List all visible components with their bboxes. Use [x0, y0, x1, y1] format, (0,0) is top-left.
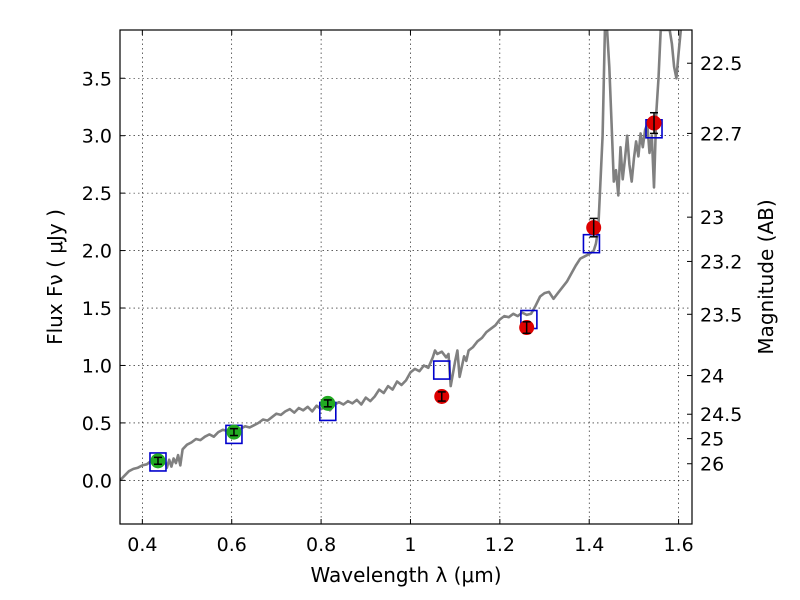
mag-tick-label: 26	[700, 454, 724, 476]
mag-tick-label: 22.7	[700, 123, 742, 145]
model-spectrum-line	[120, 30, 683, 482]
x-tick-label: 1.2	[485, 534, 515, 556]
x-tick-label: 1.4	[574, 534, 604, 556]
x-tick-label: 0.8	[306, 534, 336, 556]
y-tick-label: 2.5	[82, 183, 112, 205]
series-layer	[120, 30, 683, 482]
mag-tick-label: 22.5	[700, 53, 742, 75]
y-tick-label: 3.5	[82, 68, 112, 90]
y-tick-label: 3.0	[82, 126, 112, 148]
mag-tick-label: 23.2	[700, 251, 742, 273]
mag-tick-label: 25	[700, 429, 724, 451]
plot-area	[120, 30, 692, 524]
ticks: 0.4 0.6 0.8 1 1.2 1.4 1.6 0.0 0.5 1.0 1.5 2.0 2.5 3.0…	[82, 30, 742, 556]
y2-axis-title: Magnitude (AB)	[754, 199, 778, 354]
mag-tick-label: 23.5	[700, 304, 742, 326]
x-tick-label: 1	[404, 534, 416, 556]
x-tick-label: 0.4	[127, 534, 157, 556]
mag-tick-label: 24.5	[700, 404, 742, 426]
x-tick-label: 0.6	[217, 534, 247, 556]
grid	[120, 30, 692, 524]
model-band-square	[149, 452, 167, 472]
model-band-square	[432, 360, 451, 380]
y-tick-label: 1.5	[82, 298, 112, 320]
y-axis-title: Flux Fν ( μJy )	[43, 209, 67, 345]
mag-tick-label: 23	[700, 207, 724, 229]
x-axis-title: Wavelength λ (μm)	[310, 563, 501, 587]
y-tick-label: 1.0	[82, 355, 112, 377]
y-tick-label: 0.0	[82, 470, 112, 492]
x-tick-label: 1.6	[663, 534, 693, 556]
mag-tick-label: 24	[700, 366, 724, 388]
y-tick-label: 0.5	[82, 413, 112, 435]
plot-frame	[119, 29, 693, 525]
y-tick-label: 2.0	[82, 241, 112, 263]
